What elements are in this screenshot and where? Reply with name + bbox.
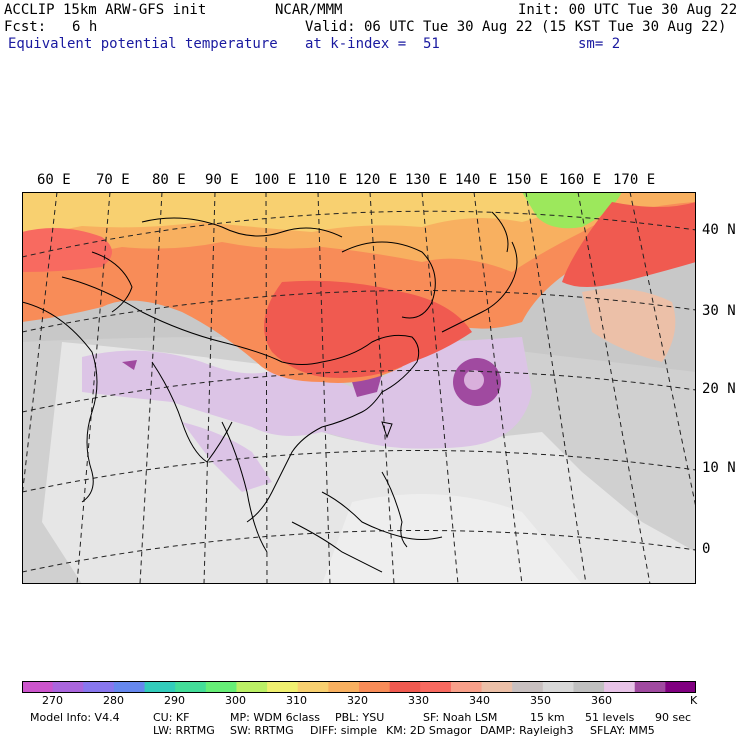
parallels — [22, 210, 696, 573]
level-index: at k-index = 51 — [305, 36, 440, 52]
light-gray-region — [322, 494, 582, 584]
lon-label: 70 E — [96, 172, 130, 188]
footer-sf: SF: Noah LSM — [423, 711, 498, 724]
colorbar-swatch — [359, 681, 391, 693]
lon-label: 130 E — [405, 172, 448, 188]
lon-label: 110 E — [305, 172, 348, 188]
lat-label: 40 N — [702, 222, 736, 238]
colorbar-swatch — [450, 681, 483, 693]
colorbar-label: 330 — [408, 694, 429, 707]
colorbar-swatch — [175, 681, 207, 693]
lon-label: 120 E — [355, 172, 398, 188]
colorbar-swatch — [52, 681, 84, 693]
lon-label: 140 E — [455, 172, 498, 188]
lat-label: 30 N — [702, 303, 736, 319]
colorbar-swatch — [205, 681, 237, 693]
lon-label: 60 E — [37, 172, 71, 188]
colorbar-swatch — [604, 681, 636, 693]
colorbar-swatch — [542, 681, 574, 693]
map-frame — [22, 192, 696, 584]
lon-label: 90 E — [205, 172, 239, 188]
lon-label: 150 E — [506, 172, 549, 188]
light-purple-region — [182, 422, 272, 492]
organization: NCAR/MMM — [275, 2, 343, 18]
colorbar-swatch — [328, 681, 360, 693]
colorbar-swatch — [83, 681, 115, 693]
cyclone-eye — [464, 370, 484, 390]
colorbar-label: 300 — [225, 694, 246, 707]
footer-lw: LW: RRTMG — [153, 724, 215, 737]
colorbar-swatch — [481, 681, 513, 693]
colorbar-label: 270 — [42, 694, 63, 707]
yellow-region — [22, 192, 582, 237]
theta-e-map — [22, 192, 696, 584]
colorbar-label: 340 — [469, 694, 490, 707]
forecast-hour: 6 h — [72, 19, 98, 35]
colorbar-label: 320 — [347, 694, 368, 707]
lon-label: 160 E — [559, 172, 602, 188]
red-region — [562, 202, 696, 287]
lon-label: 100 E — [254, 172, 297, 188]
lat-label: 0 — [702, 541, 711, 557]
footer-sw: SW: RRTMG — [230, 724, 294, 737]
lon-label: 80 E — [152, 172, 186, 188]
lat-label: 20 N — [702, 381, 736, 397]
forecast-label: Fcst: — [4, 19, 47, 35]
colorbar-swatch — [297, 681, 329, 693]
colorbar — [22, 681, 696, 693]
colorbar-frame — [22, 681, 696, 693]
colorbar-label: 280 — [103, 694, 124, 707]
footer-km: KM: 2D Smagor — [386, 724, 472, 737]
colorbar-unit: K — [690, 694, 698, 707]
lon-label: 170 E — [613, 172, 656, 188]
footer-pbl: PBL: YSU — [335, 711, 385, 724]
coastlines — [22, 211, 518, 573]
footer-mp: MP: WDM 6class — [230, 711, 320, 724]
footer-damp: DAMP: Rayleigh3 — [480, 724, 574, 737]
colorbar-swatch — [389, 681, 421, 693]
green-region — [522, 192, 622, 229]
red-region — [264, 280, 472, 378]
model-title: ACCLIP 15km ARW-GFS init — [4, 2, 207, 18]
footer-sflay: SFLAY: MM5 — [590, 724, 655, 737]
colorbar-swatch — [420, 681, 452, 693]
colorbar-label: 360 — [591, 694, 612, 707]
smoothing: sm= 2 — [578, 36, 621, 52]
footer-levels: 51 levels — [585, 711, 635, 724]
colorbar-swatch — [634, 681, 666, 693]
red-region — [22, 228, 112, 272]
peach-region — [582, 288, 676, 362]
colorbar-swatch — [267, 681, 299, 693]
colorbar-swatch — [236, 681, 268, 693]
colorbar-swatch — [665, 681, 696, 693]
colorbar-label: 350 — [530, 694, 551, 707]
footer-diff: DIFF: simple — [310, 724, 378, 737]
colorbar-label: 290 — [164, 694, 185, 707]
colorbar-swatch — [113, 681, 146, 693]
light-purple-region — [82, 337, 532, 449]
init-time: Init: 00 UTC Tue 30 Aug 22 — [518, 2, 738, 18]
footer-model-info: Model Info: V4.4 — [30, 711, 120, 724]
lat-label: 10 N — [702, 460, 736, 476]
colorbar-swatch — [22, 681, 54, 693]
colorbar-label: 310 — [286, 694, 307, 707]
colorbar-swatch — [144, 681, 176, 693]
footer-resolution: 15 km — [530, 711, 565, 724]
purple-patch — [122, 360, 137, 370]
footer-timestep: 90 sec — [655, 711, 692, 724]
colorbar-swatch — [573, 681, 605, 693]
field-name: Equivalent potential temperature — [8, 36, 278, 52]
footer-cu: CU: KF — [153, 711, 190, 724]
colorbar-swatch — [512, 681, 544, 693]
valid-time: Valid: 06 UTC Tue 30 Aug 22 (15 KST Tue … — [305, 19, 727, 35]
